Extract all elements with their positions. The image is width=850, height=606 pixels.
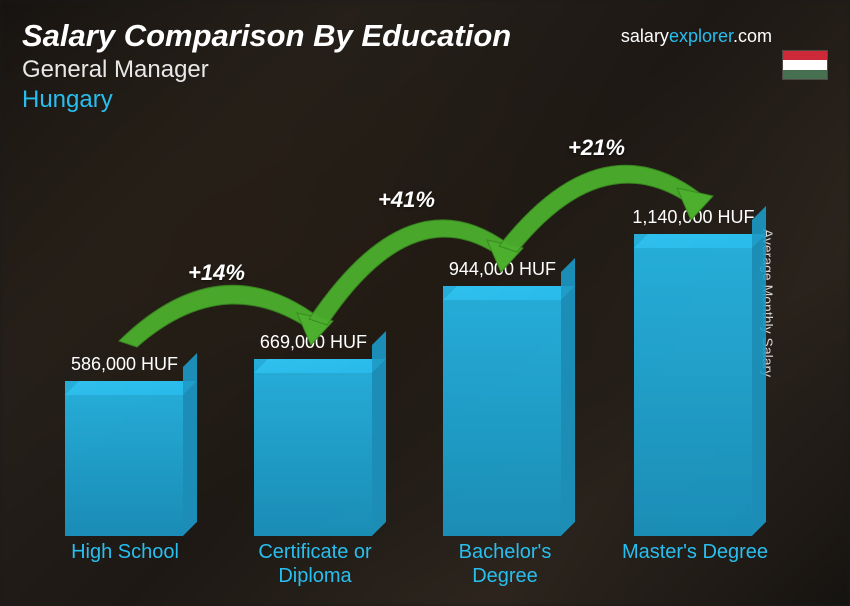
- bar: [443, 286, 561, 536]
- bar-group: 586,000 HUF: [65, 354, 183, 536]
- bar: [254, 359, 372, 536]
- x-axis-label: High School: [50, 540, 200, 588]
- chart-container: Salary Comparison By Education General M…: [0, 0, 850, 606]
- bar-chart: 586,000 HUF 669,000 HUF 944,000 HUF 1,140,0…: [30, 140, 790, 536]
- bar: [65, 381, 183, 536]
- bar-group: 669,000 HUF: [254, 332, 372, 536]
- site-watermark: salaryexplorer.com: [621, 26, 772, 47]
- country-label: Hungary: [22, 86, 828, 114]
- bar-group: 1,140,000 HUF: [632, 207, 754, 536]
- bar-value-label: 669,000 HUF: [260, 332, 367, 353]
- x-axis-label: Master's Degree: [620, 540, 770, 588]
- bar: [634, 234, 752, 536]
- bar-group: 944,000 HUF: [443, 259, 561, 536]
- site-mid: explorer: [669, 26, 733, 46]
- x-axis-labels: High School Certificate or Diploma Bachelo…: [30, 540, 790, 588]
- subtitle: General Manager: [22, 56, 828, 84]
- site-suffix: .com: [733, 26, 772, 46]
- x-axis-label: Bachelor's Degree: [430, 540, 580, 588]
- site-prefix: salary: [621, 26, 669, 46]
- flag-icon: [782, 50, 828, 80]
- x-axis-label: Certificate or Diploma: [240, 540, 390, 588]
- bar-value-label: 586,000 HUF: [71, 354, 178, 375]
- bar-value-label: 1,140,000 HUF: [632, 207, 754, 228]
- bar-value-label: 944,000 HUF: [449, 259, 556, 280]
